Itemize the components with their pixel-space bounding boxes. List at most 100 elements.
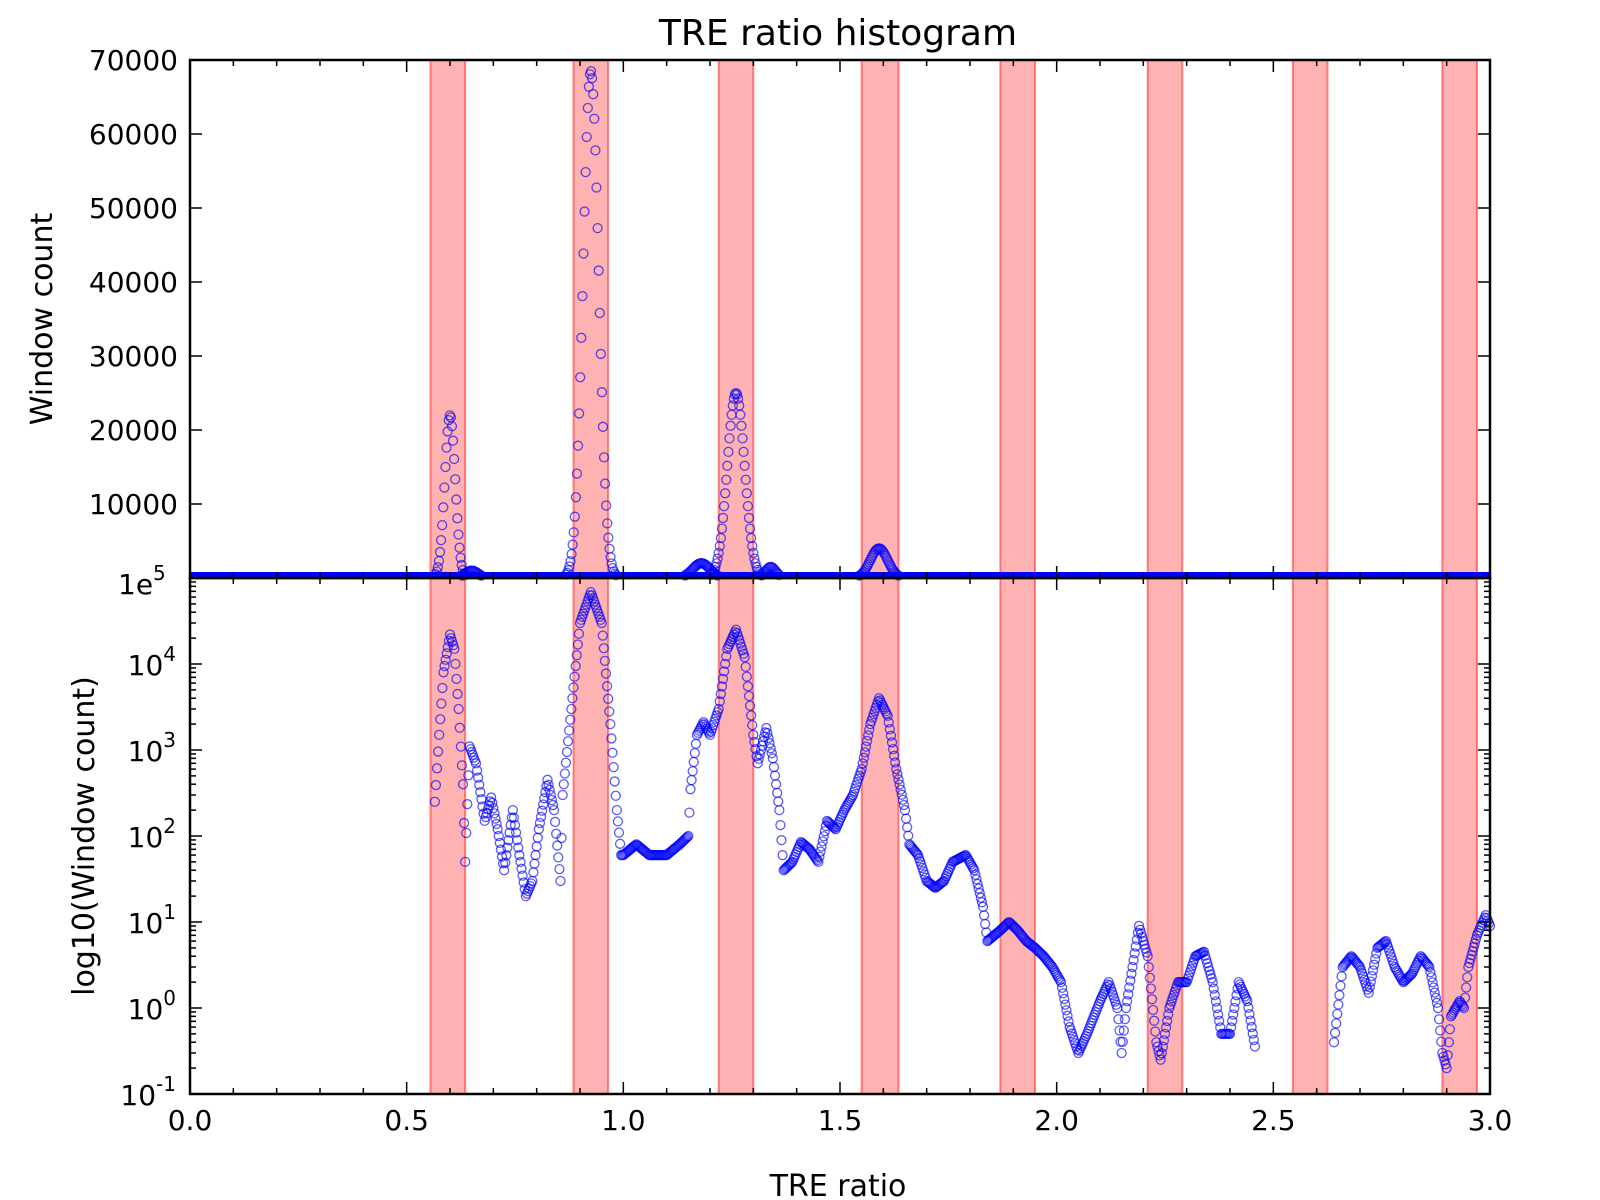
bottom-data-point	[1056, 982, 1068, 993]
top-data-point	[455, 552, 466, 563]
bottom-data-point	[819, 825, 830, 837]
bottom-data-point	[1331, 1018, 1342, 1029]
top-data-point	[567, 539, 578, 550]
bottom-data-point	[568, 682, 579, 693]
bottom-data-point	[717, 673, 729, 685]
top-data-point	[452, 513, 463, 524]
bottom-data-point	[492, 824, 503, 835]
top-data-point	[741, 488, 752, 499]
top-y-tick-label: 70000	[89, 44, 178, 77]
top-data-point	[446, 421, 458, 432]
bottom-data-point	[1246, 1021, 1257, 1033]
bottom-data-point	[747, 719, 758, 731]
top-data-point	[431, 566, 442, 577]
bottom-data-point	[1352, 959, 1363, 970]
bottom-data-point	[606, 733, 617, 744]
bottom-data-point	[1225, 1022, 1237, 1033]
top-data-point	[603, 532, 614, 543]
bottom-data-point	[449, 643, 460, 655]
bottom-data-point	[1209, 989, 1220, 1001]
bottom-data-point	[688, 756, 699, 768]
bottom-data-point	[573, 628, 585, 639]
bottom-data-point	[1120, 1002, 1132, 1014]
bottom-data-point	[556, 832, 567, 844]
bottom-data-point	[1228, 1009, 1239, 1020]
bottom-data-point	[531, 841, 542, 852]
top-data-point	[591, 182, 602, 193]
bottom-data-point	[1433, 1014, 1445, 1025]
bottom-data-point	[555, 875, 566, 887]
bottom-data-point	[1210, 996, 1222, 1007]
bottom-data-point	[437, 682, 448, 694]
bottom-y-tick-label: 10-1	[120, 1072, 176, 1112]
bottom-data-point	[1432, 1002, 1444, 1014]
bottom-highlight-band-6	[1291, 577, 1329, 1095]
bottom-data-point	[1244, 1008, 1255, 1020]
top-data-point	[877, 545, 888, 556]
top-data-point	[713, 547, 724, 559]
bottom-data-point	[561, 746, 573, 758]
bottom-data-point	[510, 827, 522, 838]
tick-label-exponent: 2	[163, 814, 176, 838]
bottom-data-point	[884, 723, 895, 735]
bottom-data-point	[903, 830, 914, 841]
bottom-data-point	[610, 790, 621, 801]
bottom-data-point	[471, 765, 483, 776]
top-data-point	[773, 569, 785, 581]
bottom-data-point	[1162, 1015, 1173, 1027]
top-data-point	[716, 523, 728, 534]
bottom-data-point	[739, 652, 750, 663]
chart-title: TRE ratio histogram	[658, 13, 1017, 54]
top-y-axis-label: Window count	[25, 213, 60, 426]
top-data-point	[595, 348, 606, 360]
bottom-data-point	[1332, 1008, 1343, 1020]
x-tick-label: 1.0	[601, 1104, 646, 1137]
bottom-data-point	[1425, 966, 1436, 978]
bottom-data-point	[1145, 983, 1157, 994]
bottom-data-point	[685, 784, 696, 795]
top-data-point	[577, 290, 588, 302]
top-data-point	[739, 460, 750, 471]
bottom-data-point	[1062, 1010, 1073, 1021]
bottom-data-point	[1208, 983, 1219, 994]
bottom-data-point	[1441, 1062, 1452, 1074]
top-data-point	[435, 535, 447, 546]
top-data-point	[453, 529, 464, 540]
bottom-data-point	[543, 779, 554, 791]
top-data-point	[580, 166, 591, 178]
bottom-data-point	[508, 812, 520, 823]
corner-label-base: 1e	[118, 568, 153, 601]
bottom-data-point	[1334, 990, 1345, 1001]
bottom-data-point	[815, 846, 826, 857]
bottom-data-point	[528, 867, 539, 878]
bottom-data-point	[481, 807, 492, 819]
bottom-data-point	[976, 897, 988, 908]
top-data-point	[598, 452, 610, 463]
bottom-data-point	[562, 736, 574, 747]
bottom-data-point	[1125, 975, 1136, 986]
bottom-data-point	[571, 650, 582, 661]
bottom-data-point	[530, 849, 541, 861]
bottom-data-point	[475, 786, 486, 798]
bottom-data-point	[612, 816, 624, 827]
top-data-point	[447, 435, 459, 446]
bottom-data-point	[813, 856, 824, 868]
bottom-data-point	[516, 863, 527, 874]
bottom-data-point	[560, 757, 572, 768]
bottom-data-point	[1443, 1037, 1454, 1048]
bottom-data-point	[1113, 1014, 1124, 1025]
x-tick-label: 0.0	[168, 1104, 213, 1137]
top-data-point	[602, 518, 613, 529]
bottom-data-point	[463, 770, 474, 781]
tick-label-exponent: 0	[163, 986, 176, 1010]
bottom-data-point	[552, 840, 563, 851]
bottom-data-point	[504, 827, 515, 838]
top-data-point	[596, 387, 608, 398]
bottom-data-point	[891, 763, 902, 775]
bottom-data-point	[1058, 988, 1069, 999]
bottom-data-point	[600, 668, 612, 679]
bottom-data-point	[765, 743, 776, 754]
bottom-data-point	[910, 847, 921, 858]
bottom-data-point	[1150, 1026, 1161, 1037]
top-data-point	[742, 500, 754, 512]
